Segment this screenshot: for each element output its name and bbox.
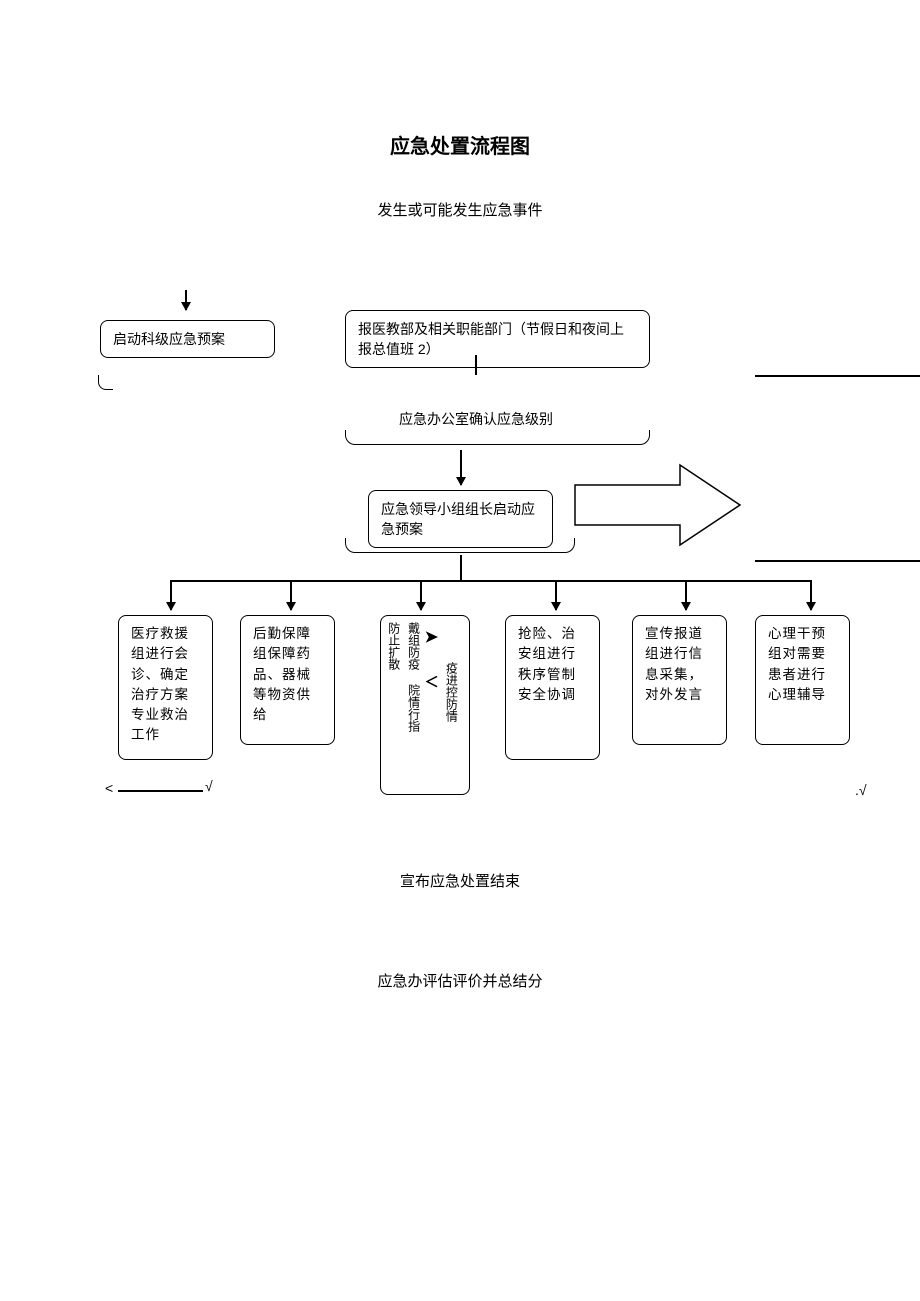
evaluate-text: 应急办评估评价并总结分 xyxy=(0,970,920,991)
announce-end-text: 宣布应急处置结束 xyxy=(0,870,920,891)
underline-left xyxy=(118,790,203,792)
node-confirm-level-text: 应急办公室确认应急级别 xyxy=(399,411,553,427)
node-confirm-level: 应急办公室确认应急级别 xyxy=(395,405,595,433)
arrow-to-leader xyxy=(460,450,462,485)
small-arrow-icon: ➤ xyxy=(425,627,438,647)
node-leader-start-text: 应急领导小组组长启动应急预案 xyxy=(381,501,535,537)
node-col2: 后勤保障组保障药品、器械等物资供给 xyxy=(240,615,335,745)
flowchart-title: 应急处置流程图 xyxy=(0,130,920,159)
node-col4-text: 抢险、治安组进行秩序管制安全协调 xyxy=(518,626,576,702)
node-start-plan: 启动科级应急预案 xyxy=(100,320,275,358)
big-arrow-outline xyxy=(570,460,750,560)
node-col3: 防止扩散 戴组防疫 院情行指 ➤ ＜ 疫进控防情 xyxy=(380,615,470,795)
flowchart-container: 启动科级应急预案 报医教部及相关职能部门（节假日和夜间上报总值班 2） 应急办公… xyxy=(0,280,920,1130)
node-col5-text: 宣传报道组进行信息采集，对外发言 xyxy=(645,626,703,702)
node-col4: 抢险、治安组进行秩序管制安全协调 xyxy=(505,615,600,760)
node-col1: 医疗救援组进行会诊、确定治疗方案专业救治工作 xyxy=(118,615,213,760)
arrow-to-start xyxy=(185,290,187,310)
curve-under-leader xyxy=(345,538,575,553)
line-report-down xyxy=(475,355,477,375)
curve-under-confirm xyxy=(345,430,650,445)
node-col6-text: 心理干预组对需要患者进行心理辅导 xyxy=(768,626,826,702)
angle-icon: ＜ xyxy=(425,672,439,692)
node-col5: 宣传报道组进行信息采集，对外发言 xyxy=(632,615,727,745)
flowchart-subtitle: 发生或可能发生应急事件 xyxy=(0,199,920,220)
distribution-line xyxy=(170,580,810,582)
node-start-plan-text: 启动科级应急预案 xyxy=(113,331,225,347)
node-report-text: 报医教部及相关职能部门（节假日和夜间上报总值班 2） xyxy=(358,321,624,357)
node-report: 报医教部及相关职能部门（节假日和夜间上报总值班 2） xyxy=(345,310,650,368)
arrow-col6 xyxy=(810,580,812,610)
dist-stem xyxy=(460,555,462,580)
check-left: √ xyxy=(205,778,213,794)
angle-mark-left: < xyxy=(105,780,113,796)
arrow-col2 xyxy=(290,580,292,610)
arrow-col3 xyxy=(420,580,422,610)
line-right-ext-2 xyxy=(755,560,920,562)
node-col6: 心理干预组对需要患者进行心理辅导 xyxy=(755,615,850,745)
col3-text-a: 防止扩散 xyxy=(385,622,402,788)
col3-text-c: 疫进控防情 xyxy=(443,662,460,788)
bracket-left-1 xyxy=(98,375,113,390)
arrow-col1 xyxy=(170,580,172,610)
arrow-col5 xyxy=(685,580,687,610)
line-right-ext-1 xyxy=(755,375,920,377)
node-col2-text: 后勤保障组保障药品、器械等物资供给 xyxy=(253,626,311,722)
arrow-col4 xyxy=(555,580,557,610)
col3-text-b: 戴组防疫 院情行指 xyxy=(405,622,422,788)
check-right: .√ xyxy=(855,782,867,798)
node-col1-text: 医疗救援组进行会诊、确定治疗方案专业救治工作 xyxy=(131,626,189,742)
